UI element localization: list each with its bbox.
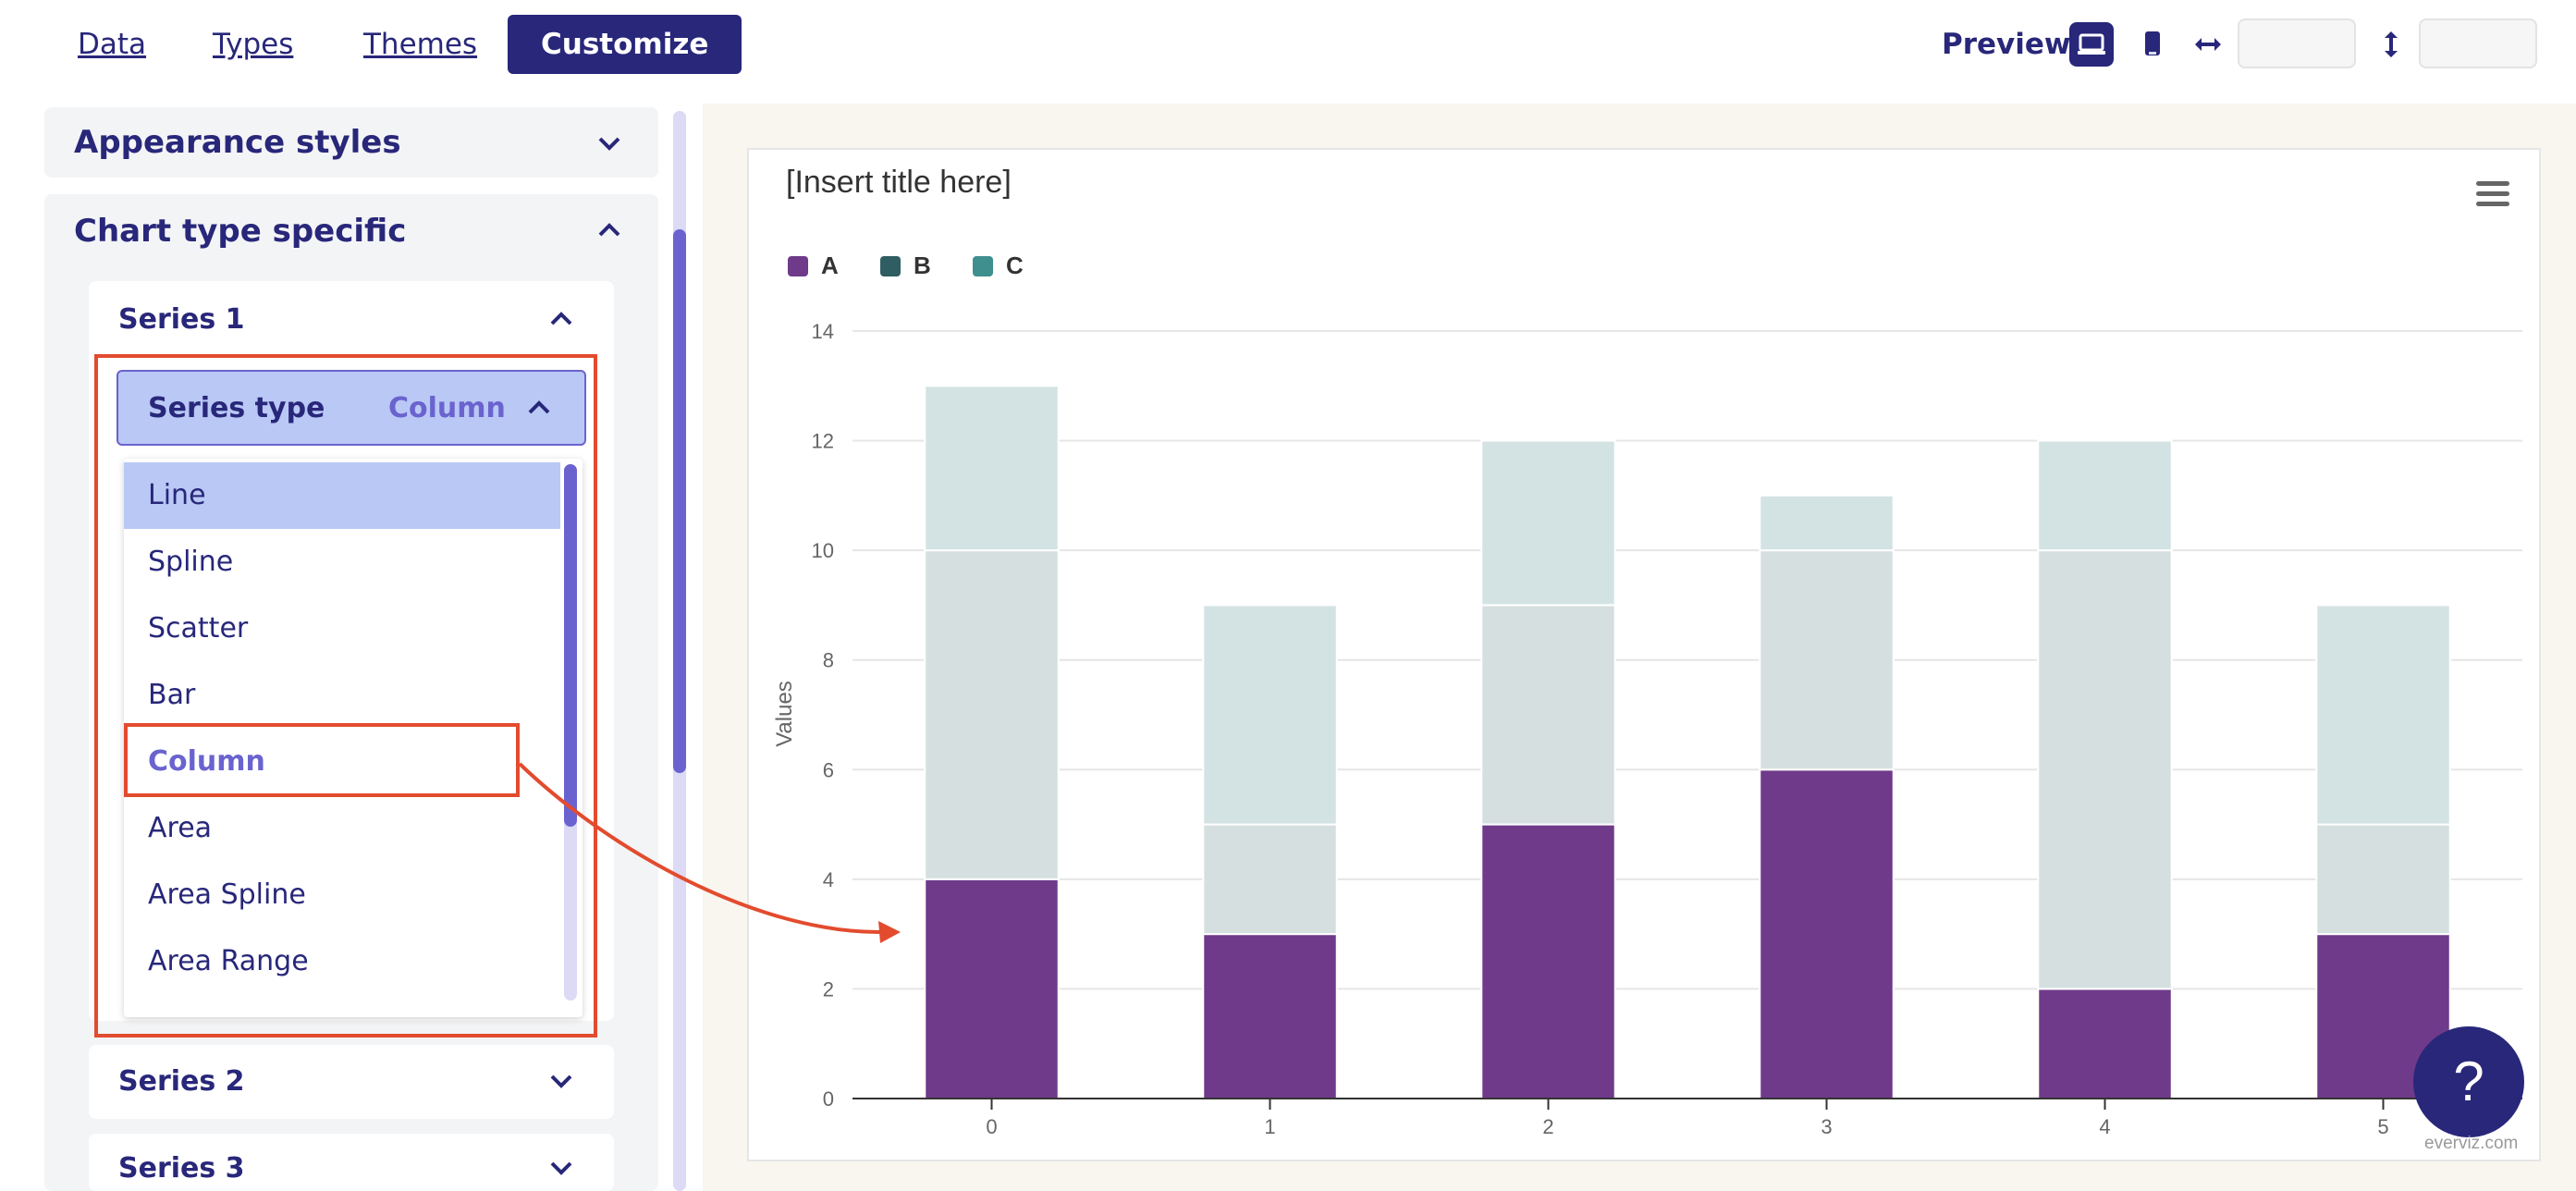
y-tick-label: 8 [823, 649, 834, 672]
preview-label: Preview: [1942, 28, 2082, 61]
bar-b-5[interactable] [2315, 823, 2451, 936]
legend-swatch-c [973, 255, 993, 276]
bar-c-1[interactable] [1202, 604, 1338, 826]
bar-a-4[interactable] [2037, 988, 2173, 1100]
option-line[interactable]: Line [124, 462, 560, 529]
y-tick-label: 0 [823, 1087, 834, 1111]
width-control [2186, 22, 2230, 67]
y-tick-label: 12 [812, 430, 834, 453]
bars [924, 385, 2451, 1100]
bar-c-2[interactable] [1480, 439, 1616, 607]
y-axis-label: Values [772, 681, 797, 747]
bar-b-2[interactable] [1480, 604, 1616, 826]
mobile-icon [2145, 31, 2160, 55]
annotation-column-box [124, 723, 520, 797]
legend-item-b[interactable]: B [880, 252, 931, 280]
desktop-icon [2078, 33, 2105, 55]
bar-c-3[interactable] [1759, 494, 1895, 552]
option-area[interactable]: Area [148, 812, 213, 844]
y-tick-label: 4 [823, 868, 834, 891]
chevron-up-icon[interactable] [595, 216, 623, 244]
chevron-down-icon[interactable] [547, 1154, 575, 1182]
option-bar[interactable]: Bar [148, 679, 196, 711]
help-button[interactable]: ? [2413, 1026, 2524, 1137]
tab-themes[interactable]: Themes [363, 28, 478, 61]
y-tick-label: 2 [823, 977, 834, 1001]
option-column[interactable]: Column [148, 745, 265, 778]
y-tick-label: 6 [823, 758, 834, 781]
tab-types[interactable]: Types [213, 28, 294, 61]
mobile-preview-button[interactable] [2130, 22, 2175, 67]
x-tick-label: 3 [1821, 1115, 1832, 1138]
appearance-styles-title: Appearance styles [74, 124, 401, 161]
option-area-spline[interactable]: Area Spline [148, 878, 306, 911]
hamburger-menu-icon[interactable] [2476, 181, 2509, 209]
legend-label-a: A [821, 252, 839, 279]
desktop-preview-button[interactable] [2069, 22, 2114, 67]
height-input[interactable] [2419, 18, 2537, 68]
series-1-title[interactable]: Series 1 [118, 303, 245, 336]
legend-swatch-a [788, 255, 808, 276]
chart-type-specific-title: Chart type specific [74, 213, 407, 250]
x-tick-label: 5 [2377, 1115, 2388, 1138]
tab-customize[interactable]: Customize [508, 15, 742, 74]
legend-swatch-b [880, 255, 901, 276]
chart-title[interactable]: [Insert title here] [786, 165, 1012, 200]
bar-a-0[interactable] [924, 878, 1060, 1099]
chevron-up-icon[interactable] [547, 305, 575, 333]
gridlines [853, 330, 2522, 990]
bar-a-2[interactable] [1480, 823, 1616, 1099]
option-area-range[interactable]: Area Range [148, 945, 309, 977]
x-tick-label: 0 [986, 1115, 997, 1138]
legend-item-a[interactable]: A [788, 252, 839, 280]
chevron-down-icon[interactable] [547, 1067, 575, 1095]
top-bar: Data Types Themes Customize Preview: [0, 0, 2576, 92]
bar-b-3[interactable] [1759, 549, 1895, 771]
x-tick-label: 2 [1542, 1115, 1553, 1138]
height-arrows-icon [2385, 31, 2398, 57]
credit-label[interactable]: everviz.com [2424, 1134, 2519, 1153]
y-tick-label: 14 [812, 320, 834, 343]
series-3-card[interactable]: Series 3 [89, 1134, 614, 1191]
dropdown-scrollbar[interactable] [564, 464, 577, 827]
legend-label-b: B [914, 252, 931, 279]
series-2-card[interactable]: Series 2 [89, 1045, 614, 1119]
bar-a-3[interactable] [1759, 768, 1895, 1099]
x-tick-label: 1 [1264, 1115, 1275, 1138]
bar-b-1[interactable] [1202, 823, 1338, 936]
legend-label-c: C [1006, 252, 1024, 279]
bar-c-5[interactable] [2315, 604, 2451, 826]
bar-c-0[interactable] [924, 385, 1060, 552]
series-type-dropdown: Line Spline Scatter Bar Column Area Area… [124, 459, 583, 1017]
bar-b-4[interactable] [2037, 549, 2173, 990]
annotation-highlight-box [94, 354, 597, 1038]
sidebar-scrollbar[interactable] [673, 229, 686, 773]
bar-a-1[interactable] [1202, 933, 1338, 1100]
series-type-label: Series type [148, 392, 325, 424]
series-type-value: Column [388, 392, 506, 424]
series-3-title: Series 3 [118, 1152, 245, 1185]
y-tick-label: 10 [812, 539, 834, 562]
bar-c-4[interactable] [2037, 439, 2173, 552]
chevron-down-icon[interactable] [595, 129, 623, 157]
width-input[interactable] [2238, 18, 2356, 68]
series-2-title: Series 2 [118, 1065, 245, 1098]
option-spline[interactable]: Spline [148, 546, 234, 578]
legend-item-c[interactable]: C [973, 252, 1024, 280]
height-control [2369, 22, 2413, 67]
chevron-up-icon[interactable] [525, 394, 553, 422]
appearance-styles-panel[interactable]: Appearance styles [44, 107, 658, 178]
series-type-select[interactable]: Series type Column [117, 370, 586, 446]
x-tick-label: 4 [2099, 1115, 2110, 1138]
bar-b-0[interactable] [924, 549, 1060, 880]
chart-card: [Insert title here] A B C 0 2 4 6 8 10 12 14 0 1 2… [747, 148, 2541, 1161]
option-scatter[interactable]: Scatter [148, 612, 249, 645]
tab-data[interactable]: Data [78, 28, 147, 61]
width-arrows-icon [2195, 38, 2221, 51]
